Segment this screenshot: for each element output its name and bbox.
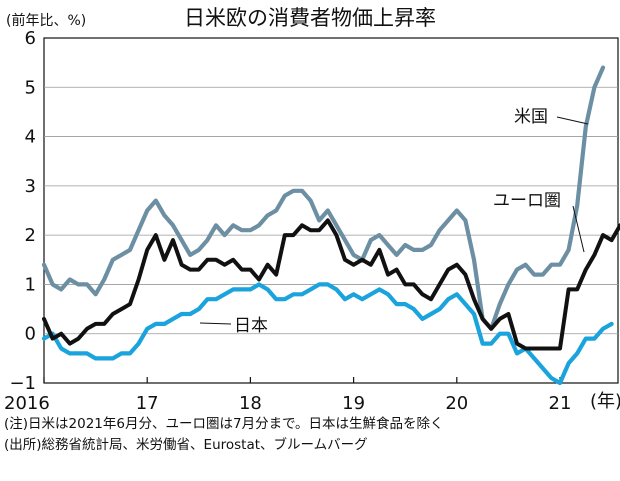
series-label-japan: 日本 xyxy=(234,316,268,336)
series-line-us xyxy=(41,65,606,331)
x-tick-label: 19 xyxy=(342,393,365,414)
y-tick-label: −1 xyxy=(9,373,36,394)
series-label-eurozone: ユーロ圏 xyxy=(493,191,561,211)
series-leader-us xyxy=(556,116,589,125)
x-tick-label: 2016 xyxy=(4,393,50,414)
chart-notes: (注)日米は2021年6月分、ユーロ圏は7月分まで。日本は生鮮食品を除く (出所… xyxy=(4,414,444,456)
x-tick-label: 20 xyxy=(445,393,468,414)
series-line-japan xyxy=(41,282,614,386)
y-tick-label: 0 xyxy=(25,324,36,345)
series-leader-japan xyxy=(199,322,232,325)
x-tick-label: 21 xyxy=(549,393,572,414)
x-tick-label: 17 xyxy=(136,393,159,414)
y-tick-label: 3 xyxy=(25,176,36,197)
series-label-us: 米国 xyxy=(514,107,548,127)
y-tick-label: 4 xyxy=(25,127,36,148)
series-leader-eurozone xyxy=(572,205,585,253)
chart-title: 日米欧の消費者物価上昇率 xyxy=(184,6,436,30)
plot-frame xyxy=(43,37,619,384)
y-tick-label: 1 xyxy=(25,274,36,295)
note-line: (注)日米は2021年6月分、ユーロ圏は7月分まで。日本は生鮮食品を除く xyxy=(4,416,444,432)
source-line: (出所)総務省統計局、米労働省、Eurostat、ブルームバーグ xyxy=(4,437,368,453)
y-axis-unit-label: (前年比、%) xyxy=(6,13,87,29)
x-tick-label: 18 xyxy=(239,393,262,414)
y-tick-label: 6 xyxy=(25,28,36,49)
x-axis-unit-label: (年) xyxy=(590,391,620,412)
y-tick-label: 2 xyxy=(25,225,36,246)
y-tick-label: 5 xyxy=(25,77,36,98)
series-line-eurozone xyxy=(42,218,620,351)
